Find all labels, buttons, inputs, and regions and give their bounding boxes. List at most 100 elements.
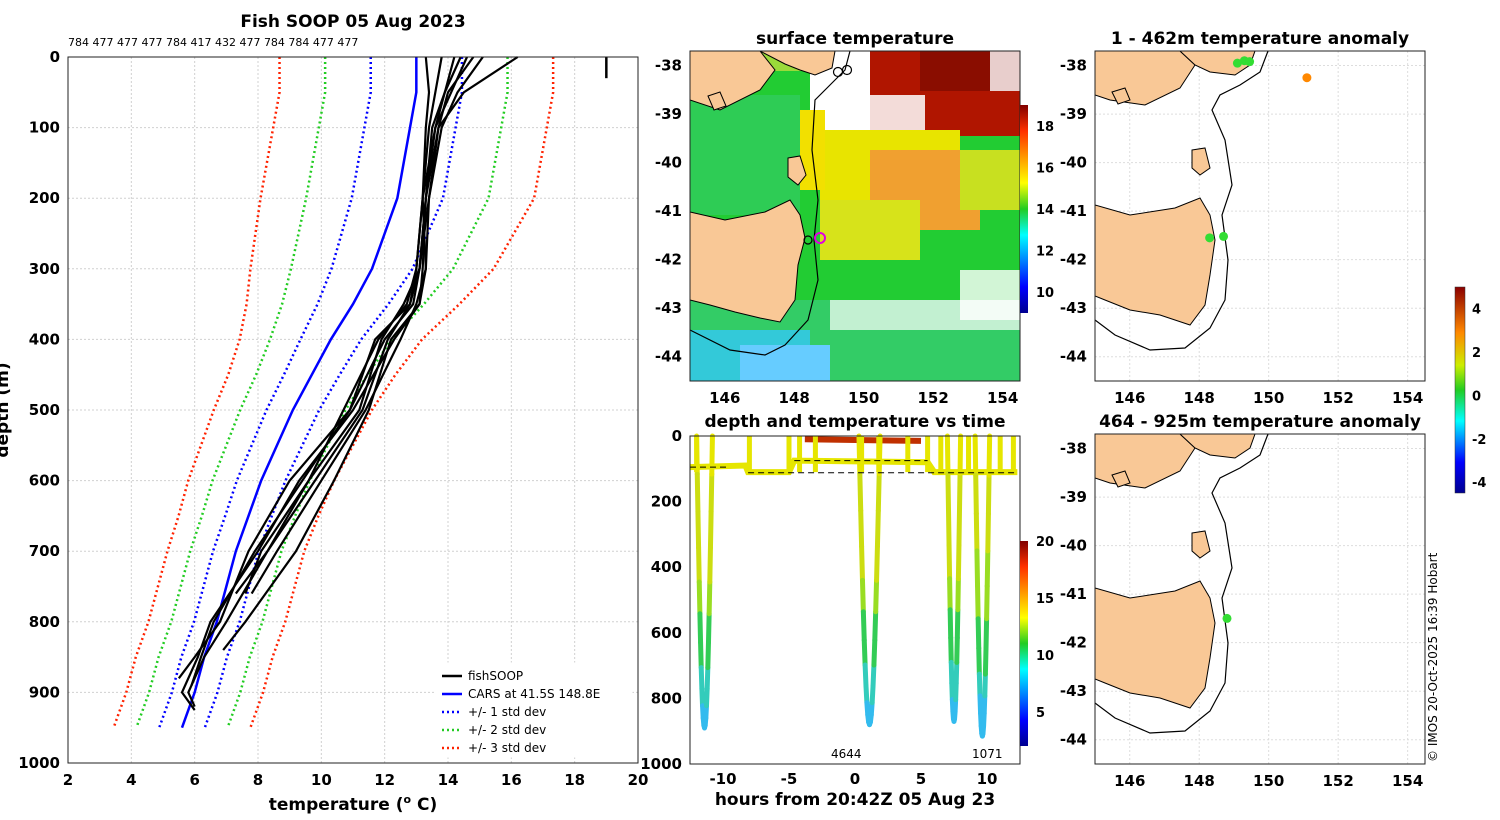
- profile-std-lines: [112, 57, 555, 729]
- depth-time-ytick-label: 600: [651, 624, 682, 642]
- profile-ytick-label: 700: [29, 542, 60, 560]
- depth-time-track: [955, 542, 962, 582]
- profile-title: Fish SOOP 05 Aug 2023: [240, 12, 465, 32]
- depth-time-track: [982, 671, 988, 699]
- depth-time-xtick-label: -5: [781, 770, 798, 788]
- depth-time-track: [985, 511, 991, 554]
- profile-ylabel: depth (m): [0, 362, 13, 457]
- profile-ticks: 2 4 6 8 10 12 14 16 18 20010020030040050060070080…: [18, 48, 648, 789]
- map-xtick-label: 154: [987, 389, 1018, 407]
- profile-fishsoop-line: [244, 56, 443, 594]
- legend-label: CARS at 41.5S 148.8E: [468, 687, 600, 701]
- profile-xtick-label: 16: [501, 771, 522, 789]
- depth-time-track: [875, 471, 882, 514]
- depth-time-annotation: 4644: [831, 747, 862, 761]
- depth-time-track: [699, 686, 706, 709]
- depth-time-track: [709, 433, 715, 477]
- depth-time-track: [873, 577, 880, 615]
- depth-time-track: [707, 545, 713, 585]
- profile-ytick-label: 900: [29, 683, 60, 701]
- depth-time-track: [954, 635, 960, 665]
- profile-fishsoop-line: [190, 56, 462, 686]
- depth-time-ytick-label: 200: [651, 493, 682, 511]
- depth-time-track: [708, 471, 715, 515]
- depth-time-track: [975, 583, 981, 622]
- profile-xtick-label: 10: [311, 771, 332, 789]
- depth-time-track: [698, 665, 705, 692]
- anomaly-upper-map: 1 - 462m temperature anomaly 146 148 150 15…: [1060, 29, 1426, 407]
- depth-time-colorbar-tick-label: 15: [1036, 592, 1054, 607]
- anomaly-point: [1219, 231, 1229, 241]
- depth-time-colorbar-tick-label: 5: [1036, 706, 1045, 721]
- map-ytick-label: -41: [655, 202, 682, 220]
- legend-label: +/- 3 std dev: [468, 741, 546, 755]
- anomaly-point: [1205, 233, 1215, 243]
- profile-ytick-label: 400: [29, 330, 60, 348]
- depth-time-track: [982, 645, 989, 677]
- depth-time-ticks: -10 -5 0 5 10 0 200 400 600 800 1000 5 10 15 20: [640, 427, 1054, 788]
- depth-time-track: [976, 671, 983, 699]
- depth-time-track: [707, 509, 714, 551]
- map-ytick-label: -42: [1060, 251, 1087, 269]
- sst-title: surface temperature: [756, 29, 954, 49]
- depth-time-track: [986, 433, 993, 478]
- profile-xtick-label: 6: [189, 771, 199, 789]
- sst-colorbar-tick-label: 10: [1036, 286, 1054, 301]
- profile-ytick-label: 500: [29, 401, 60, 419]
- anomaly-colorbar-tick-label: 0: [1472, 389, 1481, 404]
- profile-subtitle: 784 477 477 477 784 417 432 477 784 784 …: [68, 36, 358, 49]
- anomaly-colorbar-ticks: 4 2 0 -2 -4: [1472, 303, 1486, 491]
- depth-time-track: [874, 543, 880, 583]
- depth-time-track: [949, 680, 955, 703]
- map-ytick-label: -43: [655, 299, 682, 317]
- depth-time-track: [696, 579, 703, 617]
- map-xtick-label: 150: [848, 389, 879, 407]
- depth-time-track: [705, 611, 712, 645]
- depth-time-track: [695, 509, 702, 551]
- map-ytick-label: -40: [1060, 154, 1087, 172]
- depth-time-track: [872, 609, 879, 643]
- depth-time-ytick-label: 0: [672, 427, 682, 445]
- depth-time-ytick-label: 800: [651, 689, 682, 707]
- depth-time-track: [870, 662, 877, 689]
- sst-marker: [803, 235, 813, 245]
- anomaly-upper-axes-box: [1094, 50, 1426, 382]
- depth-time-track: [975, 616, 982, 651]
- depth-time-track: [696, 545, 702, 585]
- profile-xtick-label: 12: [374, 771, 395, 789]
- depth-time-track: [976, 645, 982, 677]
- anomaly-lower-points: [1222, 613, 1232, 623]
- sst-colorbar-tick-label: 18: [1036, 120, 1054, 135]
- profile-xtick-label: 8: [253, 771, 263, 789]
- depth-time-xtick-label: 10: [977, 770, 998, 788]
- depth-time-track: [862, 662, 869, 689]
- copyright-notice: © IMOS 20-Oct-2025 16:39 Hobart: [1426, 552, 1440, 762]
- depth-time-chart: depth and temperature vs time -10 -5 0 5 100…: [640, 412, 1054, 810]
- anomaly-colorbar-tick-label: 4: [1472, 303, 1481, 318]
- profile-xlabel: temperature (o C): [269, 793, 438, 815]
- map-ytick-label: -39: [655, 105, 682, 123]
- depth-time-xtick-label: 5: [916, 770, 926, 788]
- anomaly-point: [1222, 613, 1232, 623]
- map-ytick-label: -41: [1060, 585, 1087, 603]
- map-xtick-label: 150: [1253, 389, 1284, 407]
- map-xtick-label: 152: [1323, 772, 1354, 790]
- map-ytick-label: -43: [1060, 682, 1087, 700]
- depth-time-track: [984, 548, 991, 589]
- legend-label: fishSOOP: [468, 669, 523, 683]
- map-xtick-label: 148: [1184, 772, 1215, 790]
- map-ytick-label: -44: [1060, 348, 1087, 366]
- depth-time-track: [694, 471, 701, 515]
- sst-field: [690, 51, 1020, 381]
- depth-time-track: [953, 680, 959, 703]
- profile-ytick-label: 0: [50, 48, 60, 66]
- sst-colorbar: [1020, 105, 1028, 313]
- anomaly-upper-grid: [1095, 51, 1425, 381]
- depth-time-track: [945, 470, 951, 513]
- depth-time-track: [697, 611, 704, 645]
- depth-time-track: [977, 693, 984, 716]
- depth-time-ytick-label: 400: [651, 558, 682, 576]
- depth-time-xtick-label: -10: [709, 770, 736, 788]
- depth-time-xtick-label: 0: [850, 770, 860, 788]
